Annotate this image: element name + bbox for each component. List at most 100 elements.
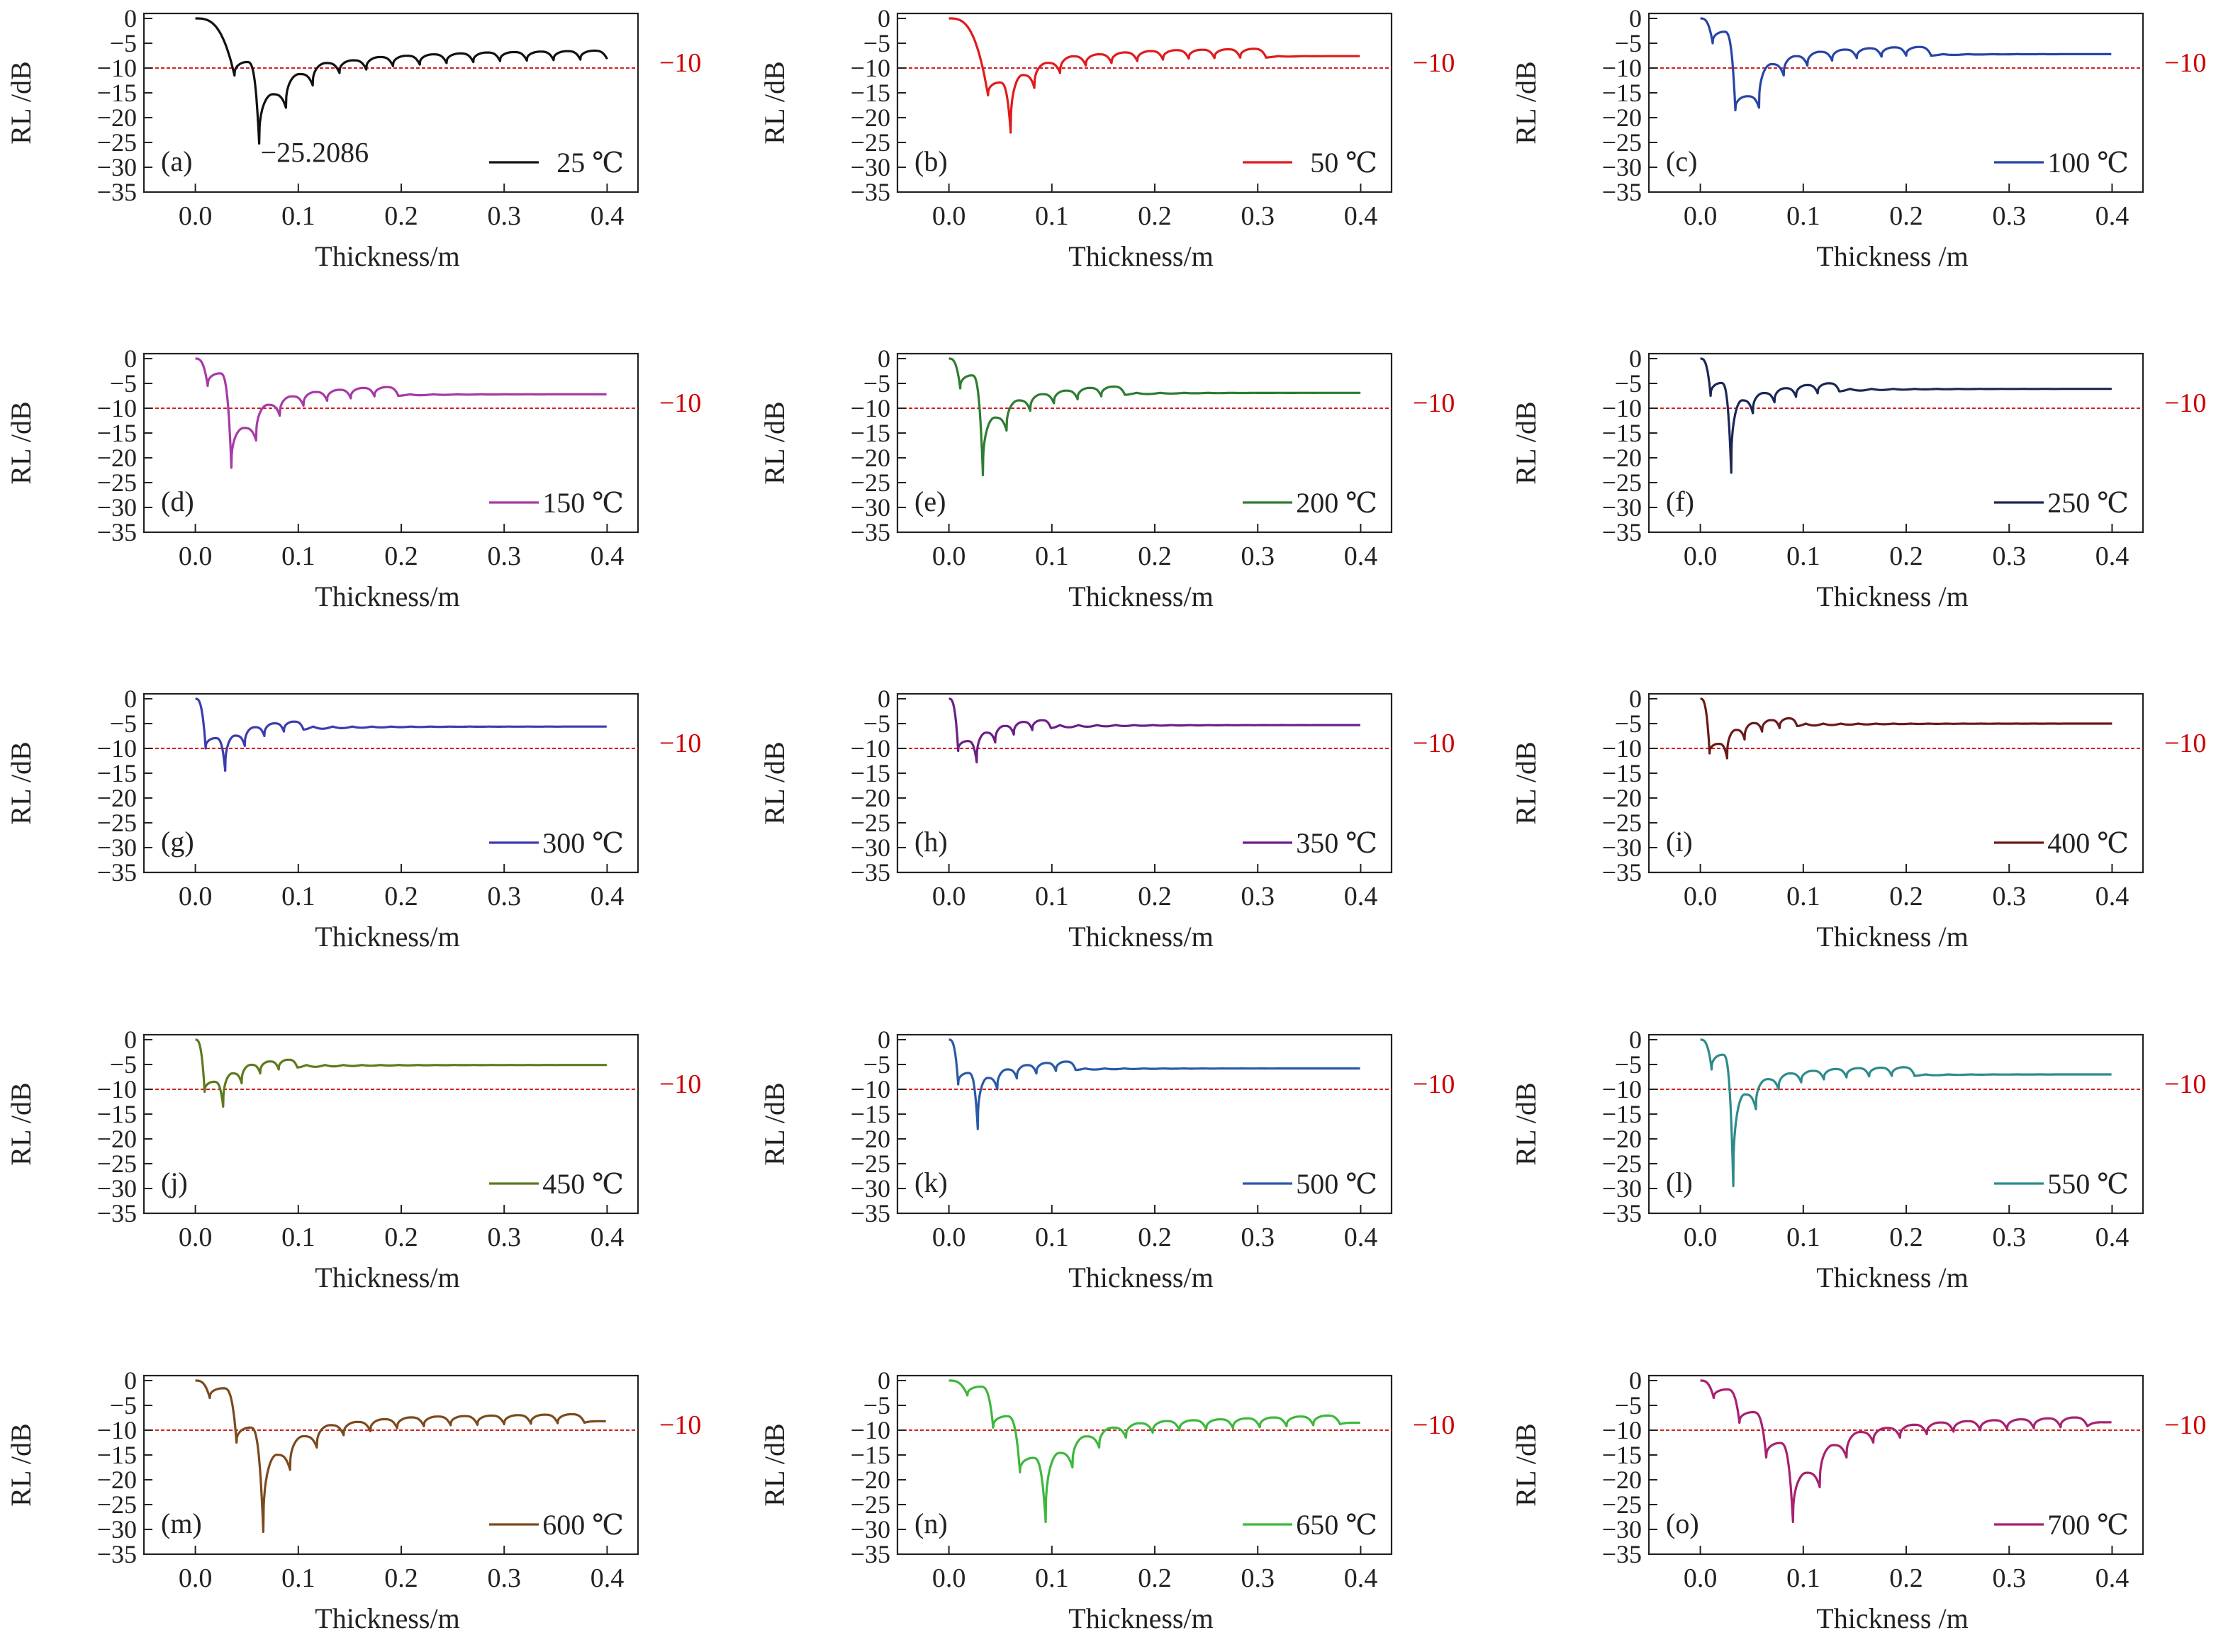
y-tick-label: 0 <box>1629 685 1642 713</box>
y-tick-label: −30 <box>851 493 890 522</box>
minimum-annotation: −25.2086 <box>261 136 369 168</box>
x-tick-label: 0.4 <box>591 541 625 571</box>
y-tick-label: −30 <box>851 153 890 181</box>
y-tick-label: −30 <box>851 833 890 862</box>
y-tick-label: −30 <box>1602 493 1642 522</box>
panel-i: −100−5−10−15−20−25−30−350.0 0.1 0.2 0.3 0.4T… <box>1510 685 2206 953</box>
reference-line-label: −10 <box>659 1410 701 1440</box>
x-tick-label: 0.1 <box>1035 541 1069 571</box>
y-tick-label: −10 <box>851 1416 890 1444</box>
y-tick-label: −10 <box>97 1075 137 1103</box>
plot-frame <box>1647 692 2144 874</box>
legend-label: 50 ℃ <box>1310 147 1377 179</box>
y-tick-label: −10 <box>1602 394 1642 422</box>
y-tick-label: −20 <box>851 1125 890 1153</box>
y-tick-label: −35 <box>1602 1540 1642 1568</box>
rl-curve <box>194 357 607 469</box>
x-tick-label: 0.3 <box>1241 201 1275 231</box>
y-tick-label: −10 <box>851 394 890 422</box>
y-tick-label: −10 <box>1602 1416 1642 1444</box>
y-tick-label: −20 <box>97 784 137 812</box>
y-tick-label: −35 <box>97 1199 137 1227</box>
x-tick-label: 0.0 <box>179 1563 213 1593</box>
x-tick-label: 0.4 <box>591 201 625 231</box>
y-tick-label: −25 <box>851 1150 890 1178</box>
y-tick-label: 0 <box>124 1366 137 1395</box>
legend-label: 700 ℃ <box>2047 1509 2129 1541</box>
plot-frame <box>142 692 639 874</box>
panel-o: −100−5−10−15−20−25−30−350.0 0.1 0.2 0.3 0.4T… <box>1510 1366 2206 1634</box>
y-tick-label: −5 <box>110 29 137 57</box>
x-axis-label: Thickness /m <box>1816 580 1968 612</box>
panel-g: −100−5−10−15−20−25−30−350.0 0.1 0.2 0.3 0.4T… <box>5 685 701 953</box>
x-tick-label: 0.4 <box>1344 1563 1378 1593</box>
y-tick-label: −15 <box>97 1100 137 1128</box>
y-tick-label: −30 <box>97 493 137 522</box>
x-tick-label: 0.3 <box>1992 882 2026 911</box>
y-tick-label: −25 <box>1602 468 1642 497</box>
panel-label: (n) <box>914 1507 948 1539</box>
x-tick-label: 0.2 <box>1138 1563 1172 1593</box>
x-tick-label: 0.1 <box>1786 1563 1820 1593</box>
y-tick-label: −20 <box>97 444 137 472</box>
y-tick-label: −30 <box>97 1174 137 1203</box>
y-axis-label: RL /dB <box>5 401 37 484</box>
y-tick-label: 0 <box>1629 4 1642 33</box>
legend-label: 300 ℃ <box>542 827 624 859</box>
y-tick-label: −30 <box>97 1515 137 1544</box>
y-tick-label: −20 <box>1602 1125 1642 1153</box>
plot-frame <box>142 1374 639 1556</box>
x-axis-label: Thickness/m <box>1068 1262 1213 1293</box>
rl-curve <box>1699 1038 2112 1188</box>
x-tick-label: 0.0 <box>932 882 966 911</box>
y-tick-label: −20 <box>851 1466 890 1494</box>
x-axis-label: Thickness/m <box>315 1262 459 1293</box>
legend-label: 200 ℃ <box>1296 487 1377 519</box>
legend-label: 150 ℃ <box>542 487 624 519</box>
x-tick-label: 0.1 <box>1786 541 1820 571</box>
x-tick-label: 0.4 <box>591 1563 625 1593</box>
y-tick-label: −30 <box>1602 1515 1642 1544</box>
rl-curve <box>948 1038 1360 1130</box>
y-tick-label: −10 <box>97 394 137 422</box>
y-tick-label: −20 <box>97 103 137 132</box>
x-tick-label: 0.1 <box>281 1223 315 1252</box>
y-tick-label: −25 <box>851 468 890 497</box>
y-tick-label: 0 <box>878 1366 890 1395</box>
y-tick-label: −5 <box>110 1391 137 1420</box>
plot-frame <box>1647 352 2144 534</box>
x-tick-label: 0.2 <box>384 1563 418 1593</box>
y-tick-label: −15 <box>1602 79 1642 107</box>
reference-line-label: −10 <box>1413 1410 1455 1440</box>
x-tick-label: 0.0 <box>1684 201 1718 231</box>
y-tick-label: −15 <box>97 419 137 447</box>
legend-label: 500 ℃ <box>1296 1168 1377 1200</box>
y-tick-label: −15 <box>1602 1100 1642 1128</box>
y-tick-label: −5 <box>1615 1050 1642 1079</box>
x-tick-label: 0.1 <box>281 541 315 571</box>
y-tick-label: −15 <box>1602 1441 1642 1469</box>
y-tick-label: −5 <box>1615 1391 1642 1420</box>
y-tick-label: −5 <box>863 369 890 398</box>
plot-frame <box>896 1033 1393 1215</box>
panel-k: −100−5−10−15−20−25−30−350.0 0.1 0.2 0.3 0.4T… <box>759 1026 1455 1293</box>
x-axis-label: Thickness /m <box>1816 1602 1968 1634</box>
y-axis-label: RL /dB <box>759 1082 790 1165</box>
x-tick-label: 0.2 <box>1889 1223 1923 1252</box>
y-tick-label: −10 <box>1602 54 1642 82</box>
x-axis-label: Thickness/m <box>315 921 459 953</box>
x-axis-label: Thickness/m <box>315 580 459 612</box>
panel-label: (c) <box>1666 145 1697 177</box>
y-tick-label: −20 <box>851 784 890 812</box>
panel-label: (m) <box>161 1507 202 1539</box>
x-tick-label: 0.0 <box>179 882 213 911</box>
panel-label: (e) <box>914 485 946 517</box>
y-tick-label: −20 <box>1602 444 1642 472</box>
x-tick-label: 0.0 <box>932 201 966 231</box>
rl-curve <box>948 357 1361 477</box>
y-tick-label: −5 <box>110 369 137 398</box>
y-tick-label: −30 <box>1602 833 1642 862</box>
y-tick-label: −35 <box>97 518 137 546</box>
y-tick-label: −5 <box>110 709 137 738</box>
panel-l: −100−5−10−15−20−25−30−350.0 0.1 0.2 0.3 0.4T… <box>1510 1026 2206 1293</box>
